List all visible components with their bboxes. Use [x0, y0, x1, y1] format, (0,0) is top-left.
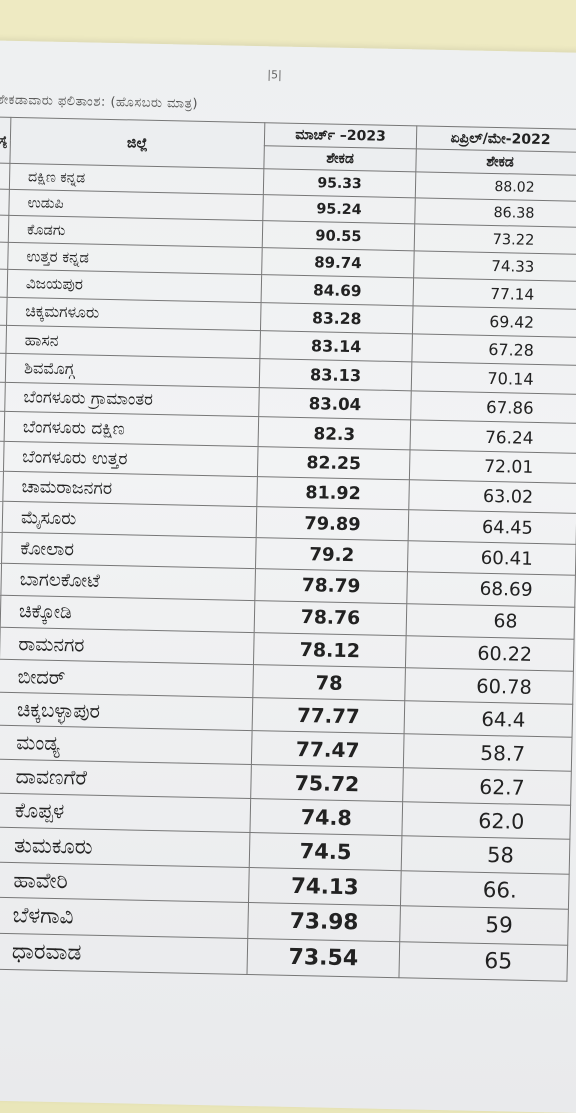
- march-2023-cell: 77.47: [251, 731, 404, 768]
- results-table: ಮ ಸ್ಯೆ ಜಿಲ್ಲೆ ಮಾರ್ಚ್ –2023 ಏಪ್ರಿಲ್/ಮೇ-20…: [0, 116, 576, 981]
- march-2023-cell: 83.13: [259, 359, 412, 391]
- april-may-2022-cell: 58: [401, 836, 570, 875]
- april-may-2022-cell: 65: [399, 942, 568, 982]
- percent-header-2023: ಶೇಕಡ: [264, 146, 416, 172]
- district-cell: ಕೊಪ್ಪಳ: [0, 793, 251, 832]
- district-header: ಜಿಲ್ಲೆ: [10, 117, 265, 168]
- march-2023-cell: 74.13: [248, 868, 401, 906]
- district-cell: ಬೆಳಗಾವಿ: [0, 897, 248, 938]
- april-may-2022-cell: 62.7: [403, 768, 572, 806]
- table-caption: ಶೇಕಡಾವಾರು ಫಲಿತಾಂಶ: (ಹೊಸಬರು ಮಾತ್ರ): [0, 93, 198, 112]
- april-may-2022-cell: 64.45: [408, 510, 576, 545]
- april-may-2022-cell: 88.02: [415, 172, 576, 202]
- april-may-2022-cell: 73.22: [414, 224, 576, 255]
- march-2023-cell: 74.8: [250, 799, 403, 836]
- page-number: |5|: [267, 68, 282, 81]
- serial-cell: [0, 163, 10, 190]
- march-2023-cell: 78.79: [255, 569, 408, 604]
- march-2023-cell: 73.98: [248, 903, 401, 942]
- march-2023-cell: 74.5: [249, 833, 402, 871]
- april-may-2022-cell: 67.86: [411, 391, 576, 424]
- march-2023-cell: 78.12: [253, 633, 406, 668]
- district-cell: ದಾವಣಗೆರೆ: [0, 759, 251, 798]
- document-page: |5| ಶೇಕಡಾವಾರು ಫಲಿತಾಂಶ: (ಹೊಸಬರು ಮಾತ್ರ) ಮ …: [0, 40, 576, 1113]
- district-cell: ಚಿಕ್ಕೋಡಿ: [0, 595, 255, 632]
- april-may-2022-cell: 63.02: [409, 480, 576, 514]
- march-2023-cell: 95.24: [263, 195, 416, 224]
- march-2023-cell: 73.54: [247, 939, 400, 978]
- april-may-2022-cell: 69.42: [412, 306, 576, 338]
- april-may-2022-cell: 77.14: [413, 278, 576, 310]
- district-cell: ಚಿಕ್ಕಬಳ್ಳಾಪುರ: [0, 692, 253, 730]
- april-may-2022-cell: 68.69: [407, 572, 576, 608]
- district-cell: ಬಾಗಲಕೋಟೆ: [1, 563, 256, 600]
- district-cell: ಮಂಡ್ಯ: [0, 725, 252, 764]
- march-2023-cell: 83.04: [259, 388, 412, 420]
- april-may-2022-cell: 76.24: [410, 420, 576, 454]
- march-2023-cell: 78: [253, 665, 406, 701]
- march-2023-cell: 81.92: [257, 477, 410, 510]
- march-2023-cell: 75.72: [251, 765, 404, 802]
- april-may-2022-cell: 68: [406, 604, 575, 640]
- april-may-2022-cell: 60.22: [405, 636, 574, 672]
- march-2023-cell: 82.3: [258, 417, 411, 450]
- april-may-2022-cell: 72.01: [409, 450, 576, 484]
- march-2023-cell: 79.89: [256, 507, 409, 541]
- march-2023-cell: 82.25: [257, 447, 410, 480]
- march-2023-cell: 77.77: [252, 698, 405, 734]
- april-may-2022-cell: 66.: [400, 871, 569, 910]
- march-2023-header: ಮಾರ್ಚ್ –2023: [264, 123, 416, 149]
- march-2023-cell: 84.69: [261, 275, 414, 306]
- april-may-2022-cell: 60.41: [407, 541, 576, 576]
- district-cell: ಬೀದರ್: [0, 659, 253, 697]
- april-may-2022-cell: 86.38: [415, 198, 576, 228]
- april-may-2022-cell: 58.7: [403, 734, 572, 772]
- march-2023-cell: 89.74: [262, 248, 415, 278]
- march-2023-cell: 79.2: [255, 538, 408, 572]
- april-may-2022-cell: 70.14: [411, 362, 576, 395]
- district-cell: ಧಾರವಾಡ: [0, 933, 248, 974]
- march-2023-cell: 83.14: [260, 331, 413, 362]
- march-2023-cell: 90.55: [262, 221, 415, 251]
- april-may-2022-cell: 60.78: [405, 668, 574, 705]
- april-may-2022-cell: 62.0: [402, 802, 571, 840]
- district-cell: ಹಾವೇರಿ: [0, 862, 249, 902]
- april-may-2022-cell: 59: [400, 906, 569, 946]
- district-cell: ರಾಮನಗರ: [0, 627, 254, 664]
- april-may-2022-cell: 64.4: [404, 701, 573, 738]
- march-2023-cell: 95.33: [263, 169, 416, 198]
- district-cell: ತುಮಕೂರು: [0, 827, 250, 867]
- april-may-2022-cell: 74.33: [414, 251, 576, 282]
- april-may-2022-cell: 67.28: [412, 334, 576, 366]
- march-2023-cell: 83.28: [260, 303, 413, 334]
- march-2023-cell: 78.76: [254, 601, 407, 636]
